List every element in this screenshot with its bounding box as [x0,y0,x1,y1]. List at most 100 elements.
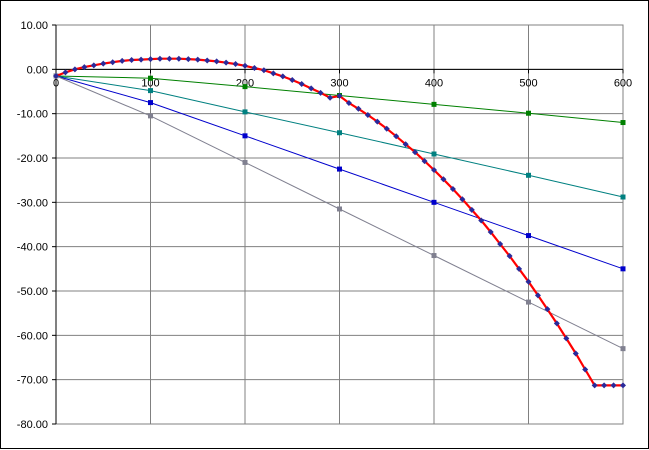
trajectory-point [506,252,513,259]
trajectory-point [383,125,390,132]
series-point [148,100,153,106]
series-0 [53,55,626,389]
trajectory-point [53,72,59,79]
trajectory-point [402,141,409,148]
series-point [148,88,153,94]
series-point [242,159,248,165]
trajectory-point [204,57,211,64]
trajectory-point [81,64,88,71]
series-point [620,266,626,272]
trajectory-point [544,306,551,313]
x-tick-label: 500 [519,77,537,89]
x-tick-label: 100 [141,77,159,89]
trajectory-point [610,382,617,389]
trajectory-point [175,55,182,62]
trajectory-point [582,366,589,373]
y-tick-label: -20.00 [17,153,48,165]
trajectory-point [478,217,485,224]
y-tick-label: -50.00 [17,286,48,298]
y-tick-label: -40.00 [17,242,48,254]
trajectory-point [591,382,598,389]
trajectory-point [156,55,163,62]
series-point [620,346,626,352]
trajectory-point [166,55,173,62]
x-tick-label: 400 [425,77,443,89]
trajectory-point [601,382,608,389]
trajectory-point [525,278,532,285]
trajectory-point [317,89,324,96]
trajectory-point [516,265,523,272]
y-tick-label: -80.00 [17,419,48,431]
trajectory-point [364,111,371,118]
trajectory-point [553,320,560,327]
trajectory-point [223,59,230,66]
y-tick-label: -30.00 [17,197,48,209]
x-tick-label: 600 [614,77,632,89]
trajectory-point [109,59,116,66]
trajectory-point [279,73,286,80]
series-point [242,133,248,139]
series-point [242,109,248,115]
series-point [337,130,342,136]
trajectory-point [440,176,447,183]
trajectory-point [468,206,475,213]
y-tick-label: -70.00 [17,375,48,387]
trajectory-point [355,105,362,112]
series-point [526,172,531,178]
series-point [337,206,342,212]
trajectory-point [572,350,579,357]
trajectory-point [128,57,135,64]
series-point [431,151,437,157]
trajectory-point [298,80,305,87]
trajectory-point [336,92,343,99]
x-tick-label: 0 [53,77,59,89]
series-point [620,194,626,200]
x-tick-label: 300 [330,77,348,89]
y-tick-label: -60.00 [17,330,48,342]
trajectory-point [374,118,381,125]
series-point [337,166,342,172]
series-point [431,199,437,205]
trajectory-point [147,56,154,63]
trajectory-point [393,133,400,140]
series-point [148,75,153,81]
series-point [431,253,437,259]
y-tick-label: 10.00 [20,20,48,32]
trajectory-point [100,60,107,67]
series-point [242,84,248,90]
y-tick-label: -10.00 [17,109,48,121]
series-point [526,110,531,116]
trajectory-point [289,76,296,83]
trajectory-point [421,158,428,165]
trajectory-point [487,229,494,236]
trajectory-point [270,70,277,77]
trajectory-point [620,382,626,389]
series-point [526,233,531,239]
trajectory-point [412,149,419,156]
trajectory-point [90,62,97,69]
trajectory-point [119,57,126,64]
trajectory-point [563,335,570,342]
series-point [431,101,437,107]
trajectory-point [194,56,201,63]
trajectory-point [459,196,466,203]
trajectory-point [138,56,145,63]
series-point [526,299,531,305]
trajectory-point [327,94,334,101]
trajectory-point [345,100,352,107]
trajectory-point [431,166,437,173]
trajectory-point [497,241,504,248]
series-point [148,113,153,119]
trajectory-point [62,69,69,76]
trajectory-point [213,58,220,65]
trajectory-point [308,85,315,92]
trajectory-point [71,66,78,73]
trajectory-point [185,56,192,63]
trajectory-point [260,67,267,74]
y-tick-label: 0.00 [27,64,48,76]
trajectory-point [232,61,239,68]
trajectory-point [449,186,456,193]
trajectory-point [242,62,248,69]
